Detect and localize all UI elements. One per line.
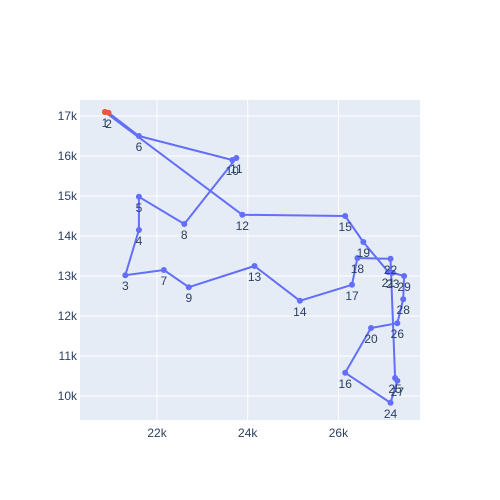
point-label-24: 24 [384,407,398,421]
point-label-25: 25 [388,382,402,396]
data-point-12 [239,211,246,218]
x-tick-label: 26k [329,426,349,440]
point-label-8: 8 [181,228,188,242]
y-tick-label: 15k [58,189,78,203]
point-label-5: 5 [136,201,143,215]
point-label-20: 20 [364,332,378,346]
data-point-19 [360,239,367,245]
data-point-20 [368,325,375,331]
y-tick-label: 14k [58,229,78,243]
data-point-17 [349,281,355,288]
point-label-16: 16 [339,377,353,391]
route-markers [101,109,408,406]
data-point-24 [387,399,394,406]
y-tick-label: 13k [58,269,78,283]
data-point-8 [181,221,188,227]
point-label-1: 1 [102,116,109,130]
data-point-18 [354,255,361,261]
data-point-23 [389,269,396,276]
point-label-6: 6 [136,140,143,154]
x-tick-label: 22k [147,426,167,440]
y-tick-label: 11k [59,349,78,363]
data-point-27 [394,377,401,384]
data-point-16 [342,369,349,376]
point-label-23: 23 [386,277,400,291]
data-point-7 [160,267,167,273]
point-label-4: 4 [136,234,143,248]
y-tick-label: 12k [58,309,78,323]
plot-area [80,100,420,420]
data-point-22 [387,255,394,262]
data-point-1 [101,109,108,115]
point-label-28: 28 [397,303,411,317]
data-point-5 [135,193,142,200]
data-point-11 [233,155,240,161]
point-label-9: 9 [185,291,192,305]
point-label-3: 3 [122,279,129,293]
data-point-28 [400,296,407,303]
data-point-6 [135,133,142,139]
y-tick-label: 17k [58,109,78,123]
data-point-14 [296,297,303,304]
data-point-3 [122,272,129,279]
point-label-12: 12 [236,219,250,233]
axis-tick-labels: 22k 24k 26k 10k 11k 12k 13k 14k 15k 16k 17k [58,109,349,440]
point-label-17: 17 [345,289,359,303]
point-label-13: 13 [248,270,262,284]
point-label-18: 18 [351,262,365,276]
y-tick-label: 10k [58,389,78,403]
data-point-4 [135,227,142,233]
point-label-7: 7 [161,274,168,288]
x-tick-label: 24k [238,426,258,440]
point-label-26: 26 [391,327,405,341]
point-label-19: 19 [357,246,371,260]
data-point-29 [401,273,408,279]
point-label-27: 27 [391,385,405,399]
data-point-13 [251,263,258,269]
point-label-21: 21 [382,276,396,290]
point-label-22: 22 [384,263,398,277]
point-label-14: 14 [293,305,307,319]
point-label-29: 29 [397,280,411,294]
data-point-9 [185,284,192,291]
data-point-15 [342,213,349,219]
data-point-26 [394,320,401,327]
point-label-10: 10 [226,164,240,178]
point-label-15: 15 [339,220,353,234]
data-point-21 [385,269,392,275]
point-label-2: 2 [105,117,112,131]
point-label-11: 11 [230,162,243,176]
y-tick-label: 16k [58,149,78,163]
